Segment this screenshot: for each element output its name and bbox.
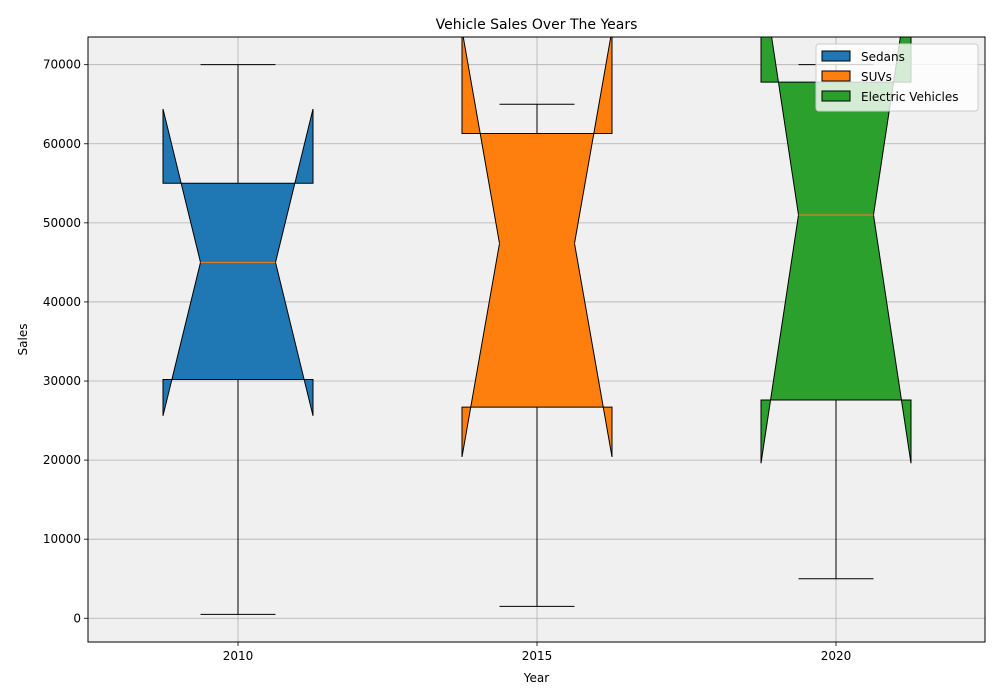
x-axis: 2010 2015 2020 xyxy=(223,642,852,663)
y-tick-label: 20000 xyxy=(43,453,81,467)
x-axis-label: Year xyxy=(523,671,549,685)
chart-title: Vehicle Sales Over The Years xyxy=(436,17,638,33)
box-group xyxy=(162,37,912,464)
x-tick-label: 2015 xyxy=(522,649,553,663)
x-tick-label: 2010 xyxy=(223,649,254,663)
legend-label: Electric Vehicles xyxy=(861,90,958,104)
legend-label: SUVs xyxy=(861,70,892,84)
plot-frame xyxy=(87,36,986,643)
legend: Sedans SUVs Electric Vehicles xyxy=(815,43,979,112)
legend-swatch xyxy=(821,90,851,102)
y-tick-label: 40000 xyxy=(43,295,81,309)
legend-swatch xyxy=(821,70,851,82)
y-axis-label: Sales xyxy=(16,324,30,356)
y-tick-label: 0 xyxy=(73,611,81,625)
legend-frame xyxy=(815,43,979,112)
y-tick-label: 60000 xyxy=(43,137,81,151)
y-tick-label: 10000 xyxy=(43,532,81,546)
box-suvs xyxy=(461,37,613,458)
legend-swatch xyxy=(821,50,851,62)
y-tick-label: 30000 xyxy=(43,374,81,388)
y-tick-label: 70000 xyxy=(43,58,81,72)
y-axis: 0 10000 20000 30000 40000 50000 60000 70000 xyxy=(43,58,88,625)
y-tick-label: 50000 xyxy=(43,216,81,230)
legend-label: Sedans xyxy=(861,50,905,64)
x-tick-label: 2020 xyxy=(821,649,852,663)
